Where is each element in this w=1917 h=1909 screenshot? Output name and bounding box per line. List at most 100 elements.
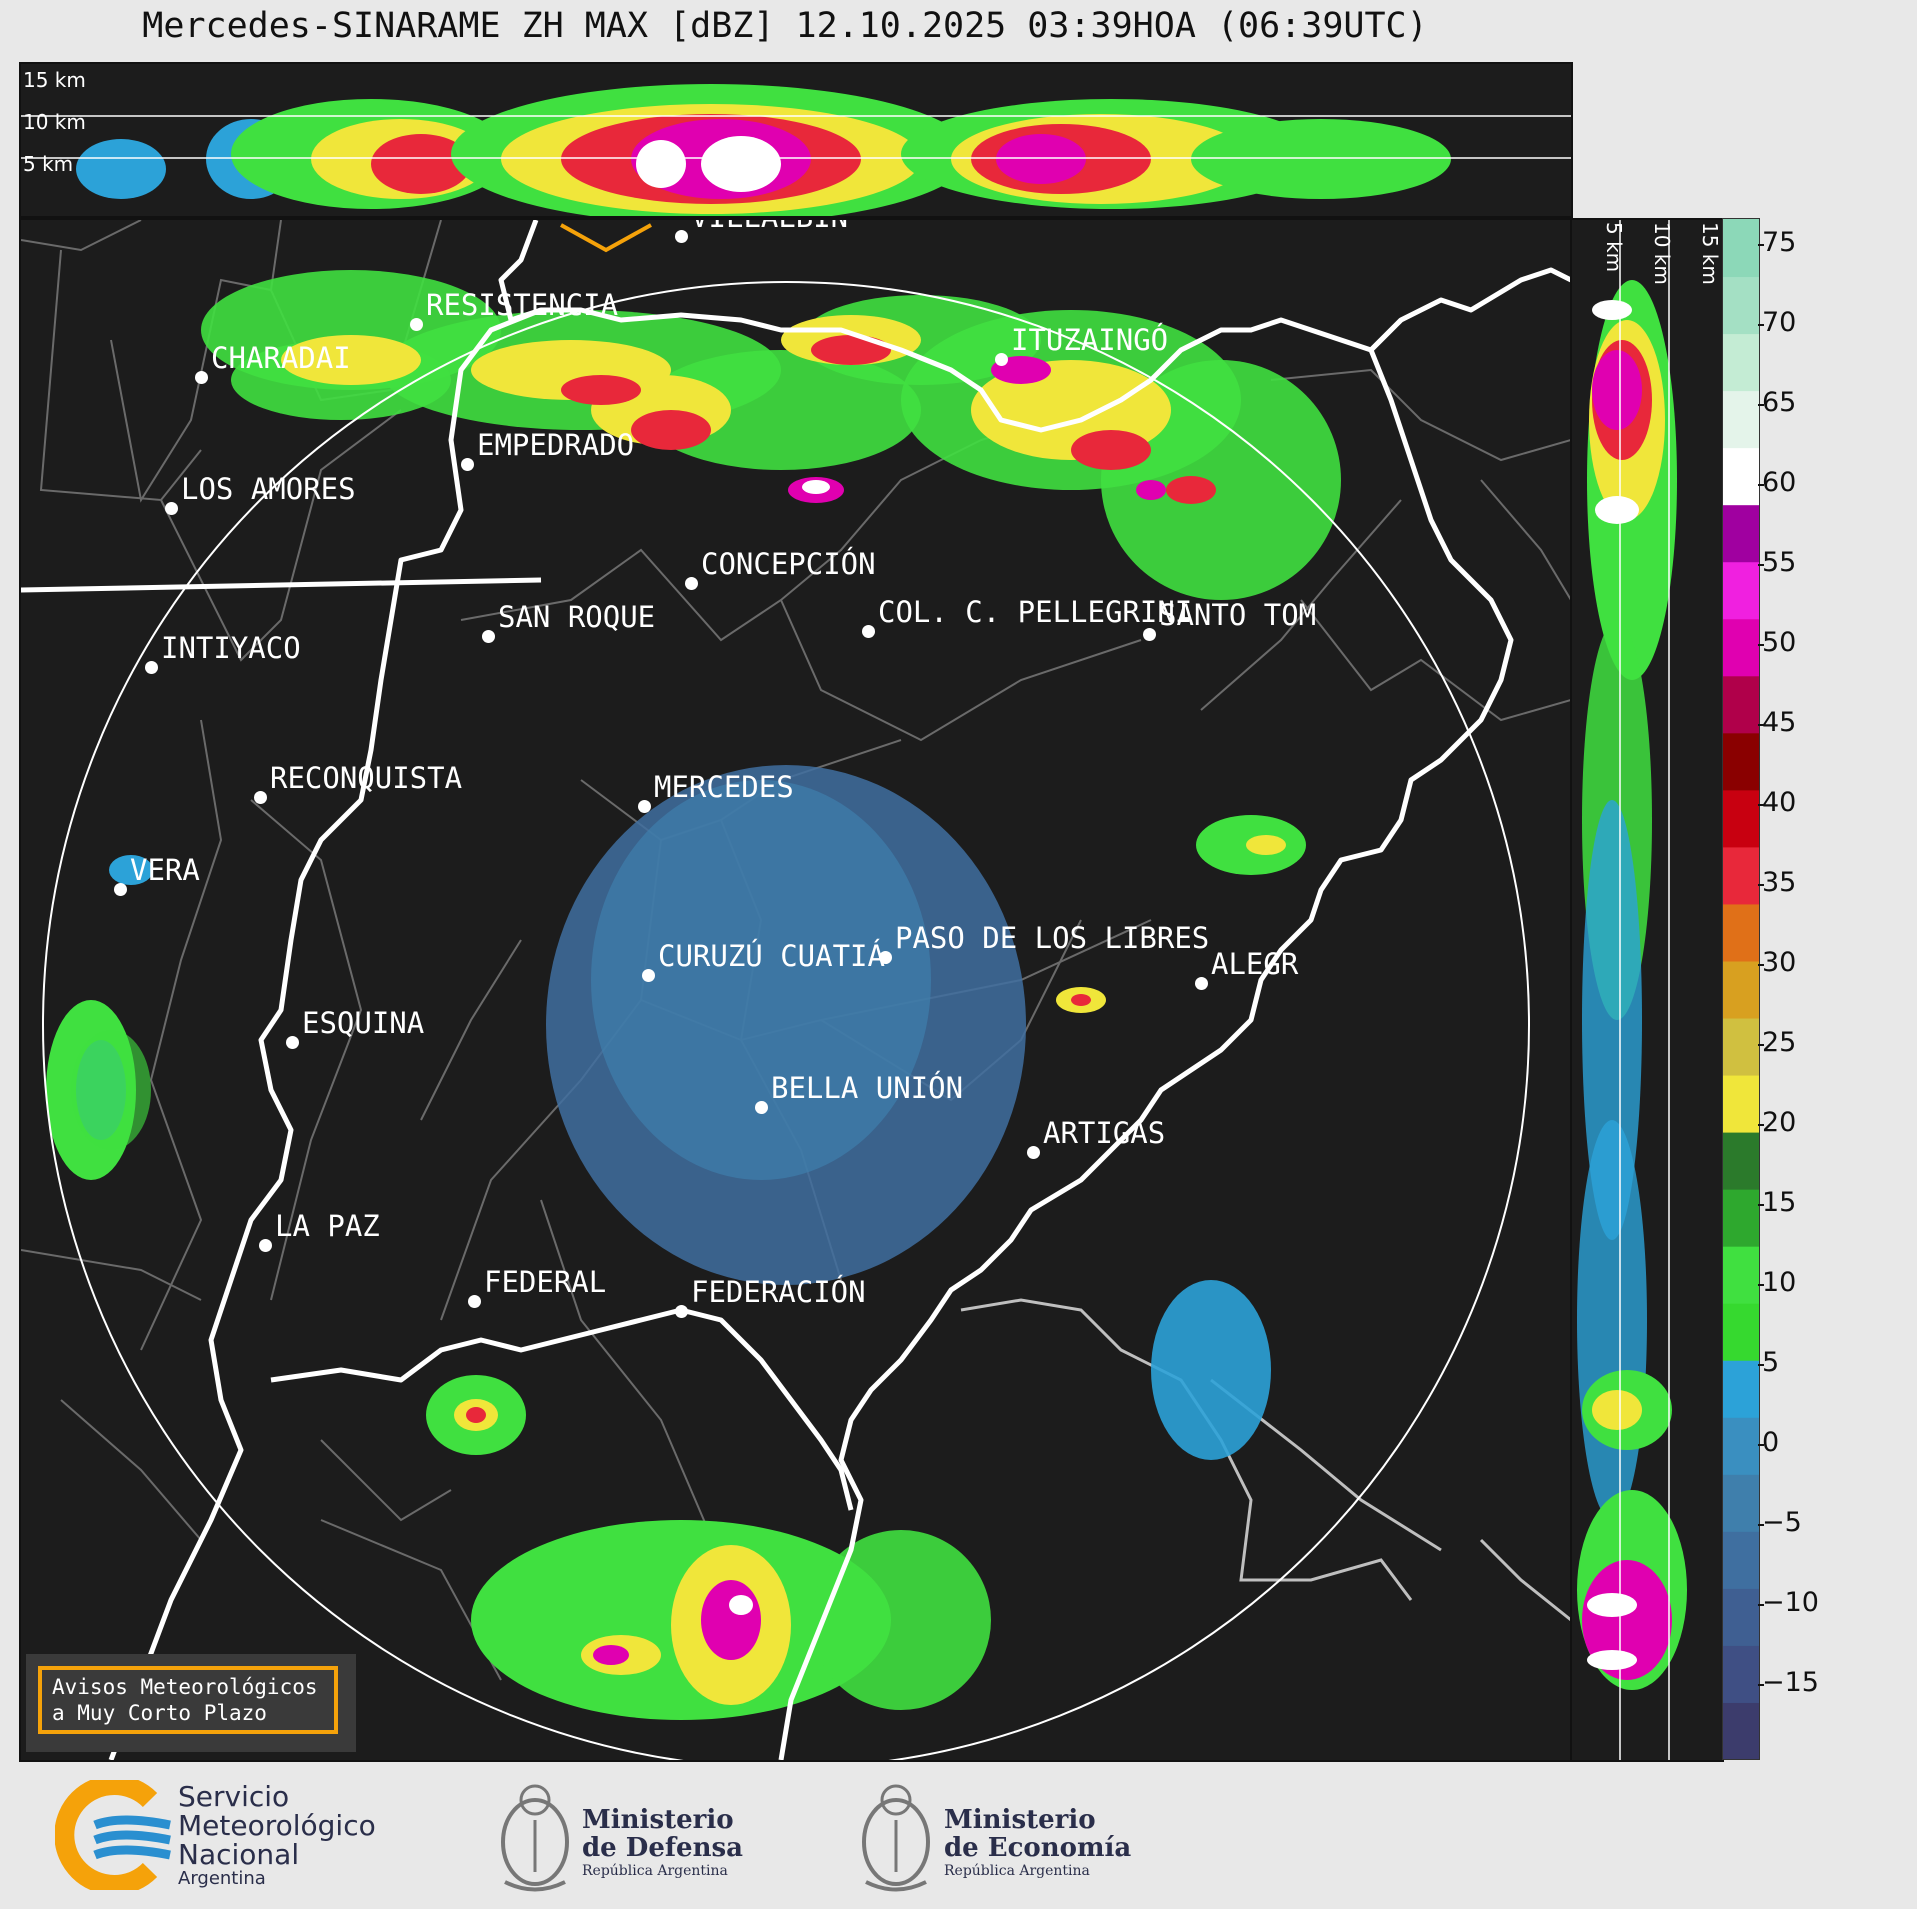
city-label: VERA xyxy=(130,853,200,887)
defensa-l2: de Defensa xyxy=(582,1833,743,1863)
colorbar-segment xyxy=(1723,675,1759,734)
economia-l1: Ministerio xyxy=(944,1805,1096,1835)
colorbar-tick-label: 70 xyxy=(1762,307,1797,338)
avisos-line1: Avisos Meteorológicos xyxy=(52,1675,318,1699)
colorbar-tick-label: 75 xyxy=(1762,227,1797,258)
echo-cell xyxy=(996,134,1086,184)
colorbar-segment xyxy=(1723,1416,1759,1475)
echo-cell xyxy=(281,335,421,385)
chart-title: Mercedes-SINARAME ZH MAX [dBZ] 12.10.202… xyxy=(142,6,1428,46)
colorbar-segment xyxy=(1723,618,1759,677)
colorbar-segment xyxy=(1723,1359,1759,1418)
top-cross-section: 15 km 10 km 5 km xyxy=(19,62,1573,218)
city-label: ARTIGAS xyxy=(1043,1116,1166,1150)
colorbar-tickmark xyxy=(1758,1364,1764,1366)
colorbar-tick-label: 65 xyxy=(1762,387,1797,418)
avisos-box[interactable]: Avisos Meteorológicos a Muy Corto Plazo xyxy=(26,1654,356,1752)
city-dot xyxy=(482,630,495,643)
colorbar-segment xyxy=(1723,732,1759,791)
colorbar-tick-label: −15 xyxy=(1762,1667,1819,1698)
city-dot xyxy=(1195,977,1208,990)
rivers xyxy=(21,220,1571,1760)
city-label: RECONQUISTA xyxy=(270,761,463,795)
city-dot xyxy=(254,791,267,804)
echo-cell xyxy=(593,1645,629,1665)
smn-logo-text: Servicio Meteorológico Nacional Argentin… xyxy=(178,1782,376,1889)
avisos-inner[interactable]: Avisos Meteorológicos a Muy Corto Plazo xyxy=(38,1666,338,1734)
colorbar-segment xyxy=(1723,276,1759,335)
city-dot xyxy=(755,1101,768,1114)
colorbar-svg xyxy=(1723,219,1759,1760)
avisos-line2: a Muy Corto Plazo xyxy=(52,1701,267,1725)
colorbar-tick-label: 45 xyxy=(1762,707,1797,738)
echo-cell xyxy=(76,139,166,199)
colorbar-segment xyxy=(1723,447,1759,506)
echo-cell xyxy=(591,780,931,1180)
economia-l3: República Argentina xyxy=(944,1863,1090,1879)
city-dot xyxy=(675,1305,688,1318)
city-label: EMPEDRADO xyxy=(477,428,635,462)
city-label: LA PAZ xyxy=(275,1209,380,1243)
colorbar-segment xyxy=(1723,561,1759,620)
echo-cell xyxy=(71,1030,151,1150)
colorbar-tickmark xyxy=(1758,1124,1764,1126)
city-label: SAN ROQUE xyxy=(498,600,656,634)
city-label: CURUZÚ CUATIÁ xyxy=(658,939,885,973)
side-alt-10: 10 km xyxy=(1650,222,1674,285)
colorbar-segment xyxy=(1723,1131,1759,1190)
colorbar-tickmark xyxy=(1758,1044,1764,1046)
city-label: FEDERACIÓN xyxy=(691,1275,866,1309)
echo-cell xyxy=(811,335,891,365)
city-dot xyxy=(286,1036,299,1049)
side-alt-15: 15 km xyxy=(1698,222,1722,285)
colorbar-segment xyxy=(1723,1302,1759,1361)
colorbar-segment xyxy=(1723,1473,1759,1532)
colorbar-tickmark xyxy=(1758,404,1764,406)
smn-l4: Argentina xyxy=(178,1868,266,1889)
city-dot xyxy=(862,625,875,638)
colorbar-tick-label: −5 xyxy=(1762,1507,1802,1538)
economia-logo-text: Ministerio de Economía República Argenti… xyxy=(944,1806,1131,1880)
city-label: VILLALBÍN xyxy=(691,220,848,234)
smn-l3: Nacional xyxy=(178,1838,300,1871)
city-label: FEDERAL xyxy=(484,1265,607,1299)
echo-cell xyxy=(1071,430,1151,470)
colorbar-tick-label: 25 xyxy=(1762,1027,1797,1058)
city-dot xyxy=(1143,628,1156,641)
colorbar-segment xyxy=(1723,1530,1759,1589)
side-section-svg xyxy=(1577,220,1687,1760)
colorbar-tickmark xyxy=(1758,324,1764,326)
colorbar-tickmark xyxy=(1758,804,1764,806)
colorbar-tickmark xyxy=(1758,1524,1764,1526)
colorbar-tick-label: 15 xyxy=(1762,1187,1797,1218)
colorbar-tickmark xyxy=(1758,244,1764,246)
echo-cell xyxy=(641,350,921,470)
city-dot xyxy=(642,969,655,982)
city-dot xyxy=(114,883,127,896)
colorbar-segment xyxy=(1723,1074,1759,1133)
footer: Servicio Meteorológico Nacional Argentin… xyxy=(0,1760,1917,1909)
city-dot xyxy=(145,661,158,674)
city-label: MERCEDES xyxy=(654,770,794,804)
colorbar-tickmark xyxy=(1758,724,1764,726)
colorbar-tick-label: 40 xyxy=(1762,787,1797,818)
colorbar-segment xyxy=(1723,333,1759,392)
city-dot xyxy=(675,230,688,243)
echo-cell xyxy=(1587,1650,1637,1670)
echo-cell xyxy=(371,134,471,194)
colorbar-tick-label: 30 xyxy=(1762,947,1797,978)
colorbar-tick-label: −10 xyxy=(1762,1587,1819,1618)
city-label: SANTO TOM xyxy=(1159,598,1317,632)
side-alt-5: 5 km xyxy=(1602,222,1626,273)
city-dot xyxy=(461,458,474,471)
colorbar-segment xyxy=(1723,1587,1759,1646)
city-label: BELLA UNIÓN xyxy=(771,1071,964,1105)
radar-map: VILLALBÍN RESISTENCIA CHARADAI ITUZAINGÓ EMP… xyxy=(19,218,1573,1762)
radar-map-svg xyxy=(21,220,1571,1760)
colorbar-tickmark xyxy=(1758,1684,1764,1686)
colorbar-segment xyxy=(1723,846,1759,905)
top-alt-15: 15 km xyxy=(23,68,86,92)
colorbar-tick-label: 60 xyxy=(1762,467,1797,498)
defensa-l3: República Argentina xyxy=(582,1863,728,1879)
defensa-seal-icon xyxy=(501,1784,569,1892)
